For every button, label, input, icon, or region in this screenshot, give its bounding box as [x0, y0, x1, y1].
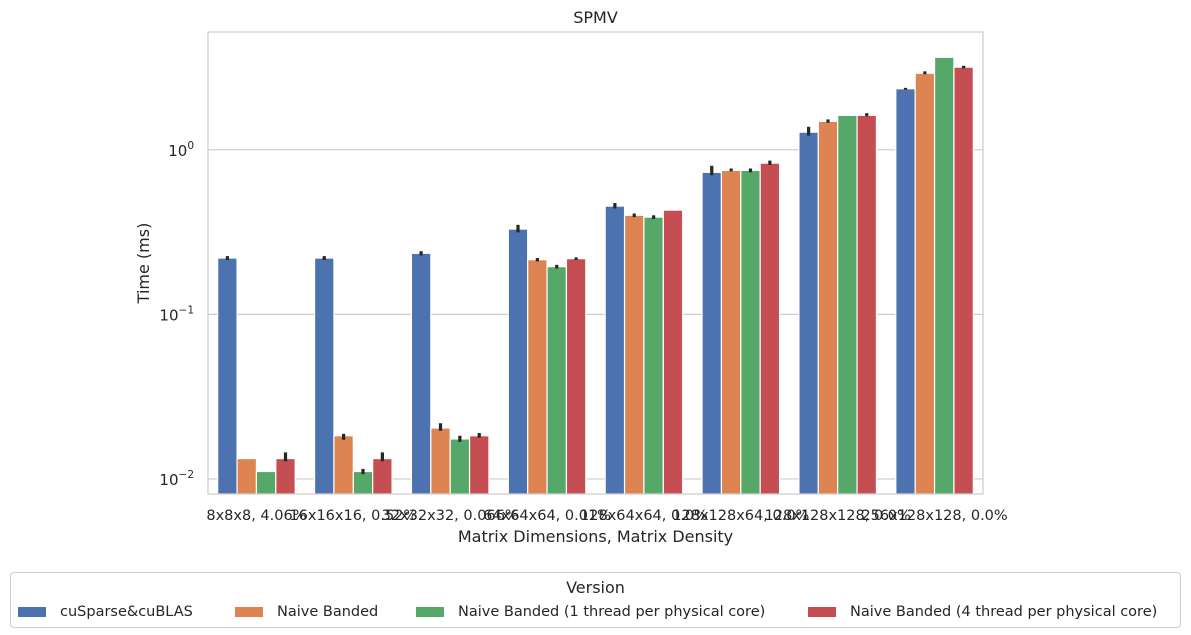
- x-axis-label: Matrix Dimensions, Matrix Density: [458, 527, 733, 546]
- bars: [217, 56, 974, 495]
- bar: [856, 114, 878, 495]
- legend-item: Naive Banded (4 thread per physical core…: [808, 603, 1157, 621]
- legend-label: cuSparse&cuBLAS: [60, 604, 193, 620]
- bar: [275, 457, 296, 495]
- bar: [372, 457, 393, 495]
- plot-frame: [207, 31, 984, 495]
- bar: [759, 162, 781, 495]
- x-tick-label: 128x128x64, 0.0%: [672, 508, 809, 524]
- bar: [565, 258, 587, 495]
- bar: [720, 169, 742, 495]
- chart-title: SPMV: [573, 8, 618, 27]
- x-tick-label: 64x64x64, 0.01%: [483, 508, 611, 524]
- bar: [914, 72, 936, 495]
- bar: [546, 266, 568, 495]
- bar: [217, 257, 238, 495]
- bar: [468, 435, 490, 495]
- bar: [333, 435, 354, 495]
- bar: [313, 257, 335, 495]
- legend-item: Naive Banded (1 thread per physical core…: [416, 603, 765, 621]
- bar: [507, 228, 529, 495]
- x-tick-label: 256x128x128, 0.0%: [861, 508, 1007, 524]
- y-tick-exponent: −1: [179, 304, 194, 316]
- legend-swatch: [18, 607, 46, 617]
- x-tick-label: 32x32x32, 0.066%: [382, 508, 519, 524]
- x-tick-label: 128x128x128, 0.0%: [765, 508, 911, 524]
- bar: [604, 205, 626, 495]
- bar: [255, 470, 277, 495]
- y-tick-label: 10−2: [159, 469, 194, 489]
- legend-label: Naive Banded (1 thread per physical core…: [458, 604, 766, 620]
- bar: [701, 171, 723, 495]
- legend-swatch: [808, 607, 836, 617]
- x-tick-label: 8x8x8, 4.06%: [206, 508, 306, 524]
- bar: [527, 259, 548, 495]
- bar: [623, 214, 645, 495]
- bar: [798, 131, 819, 495]
- legend-item: cuSparse&cuBLAS: [18, 603, 193, 621]
- bar: [236, 457, 258, 495]
- y-tick-base: 10: [168, 142, 187, 160]
- legend-swatch: [235, 607, 263, 617]
- bar: [933, 56, 955, 495]
- legend-label: Naive Banded: [277, 604, 379, 620]
- y-tick-exponent: 0: [187, 140, 194, 152]
- bar: [817, 120, 839, 495]
- bar: [643, 216, 664, 495]
- bar: [837, 114, 858, 495]
- x-tick-labels: 8x8x8, 4.06%16x16x16, 0.52%32x32x32, 0.0…: [206, 508, 1007, 524]
- bar: [410, 252, 432, 495]
- bar: [352, 470, 374, 495]
- bar: [430, 427, 451, 495]
- x-tick-label: 16x16x16, 0.52%: [289, 508, 417, 524]
- legend: Version cuSparse&cuBLAS Naive Banded Naive…: [10, 572, 1181, 628]
- error-bars: [225, 65, 966, 475]
- bar: [895, 88, 916, 495]
- y-tick-label: 100: [168, 140, 194, 160]
- bar: [662, 209, 684, 495]
- y-tick-base: 10: [159, 306, 178, 324]
- bar: [953, 66, 974, 495]
- bar: [740, 169, 761, 495]
- bar: [449, 438, 471, 495]
- legend-item: Naive Banded: [235, 603, 378, 621]
- legend-title: Version: [566, 578, 625, 597]
- y-tick-base: 10: [159, 471, 178, 489]
- x-tick-label: 128x64x64, 0.0%: [580, 508, 708, 524]
- y-tick-exponent: −2: [179, 469, 194, 481]
- y-tick-label: 10−1: [159, 304, 194, 324]
- legend-label: Naive Banded (4 thread per physical core…: [850, 604, 1158, 620]
- y-axis-label: Time (ms): [134, 223, 153, 305]
- legend-swatch: [416, 607, 444, 617]
